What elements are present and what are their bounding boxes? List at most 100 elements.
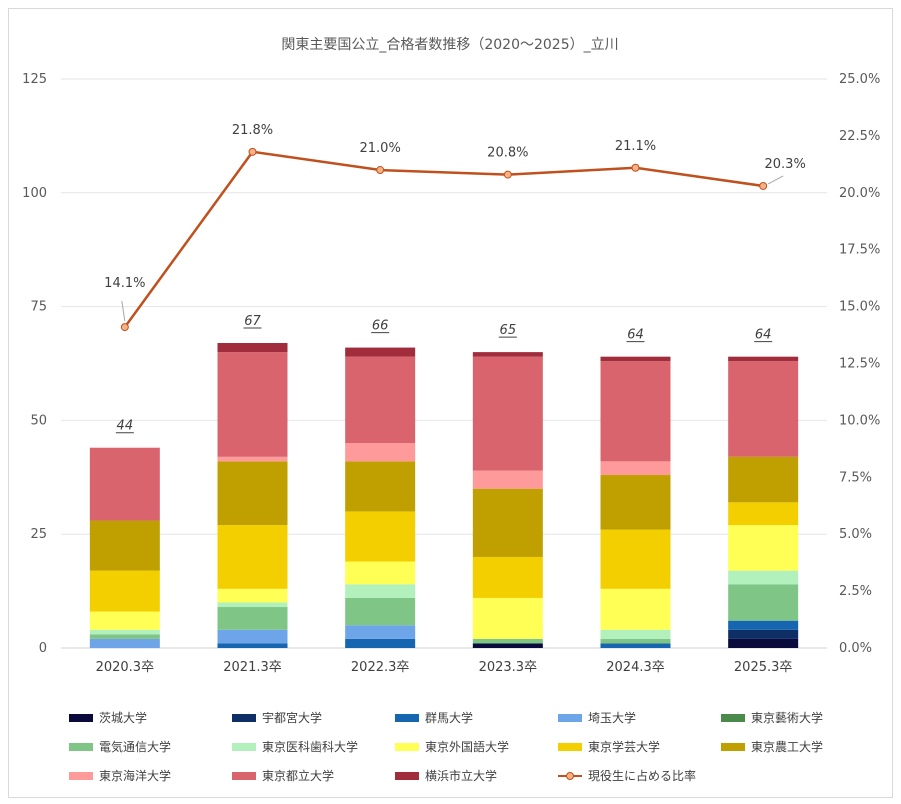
- bar-segment: [345, 347, 416, 357]
- left-tick-label: 125: [22, 72, 47, 87]
- legend-item: 東京藝術大学: [721, 709, 823, 726]
- category-label: 2021.3卒: [223, 660, 282, 675]
- bar-segment: [345, 561, 416, 585]
- bar-segment: [728, 638, 799, 648]
- legend-item: 宇都宮大学: [232, 709, 322, 726]
- chart-area: 関東主要国公立_合格者数推移（2020～2025）_立川 0 25 50 75 100 1…: [22, 37, 880, 675]
- chart-title: 関東主要国公立_合格者数推移（2020～2025）_立川: [281, 37, 618, 53]
- bar-segment: [728, 525, 799, 571]
- bar-segment: [89, 570, 160, 612]
- bar-segment: [472, 638, 543, 644]
- right-tick-label: 2.5%: [839, 584, 872, 599]
- bar-segment: [217, 456, 288, 462]
- legend-label: 東京藝術大学: [751, 711, 824, 725]
- left-tick-label: 100: [22, 186, 47, 201]
- bar-segment: [728, 629, 799, 639]
- right-tick-label: 17.5%: [839, 243, 880, 258]
- legend-item: 横浜市立大学: [395, 767, 497, 784]
- left-axis-ticks: 0 25 50 75 100 125: [22, 72, 47, 656]
- legend-label: 現役生に占める比率: [588, 769, 697, 783]
- chart-frame: 関東主要国公立_合格者数推移（2020～2025）_立川 0 25 50 75 100 1…: [8, 8, 893, 798]
- right-tick-label: 10.0%: [839, 413, 880, 428]
- right-tick-label: 25.0%: [839, 72, 880, 87]
- bar-segment: [600, 629, 671, 639]
- bar-segment: [472, 643, 543, 648]
- bar-segment: [217, 629, 288, 644]
- left-tick-label: 0: [39, 641, 47, 656]
- legend-label: 東京都立大学: [262, 769, 335, 783]
- bar-segment: [345, 597, 416, 626]
- legend-label: 東京外国語大学: [425, 740, 510, 754]
- left-tick-label: 25: [30, 527, 47, 542]
- legend-item: 東京海洋大学: [69, 767, 171, 784]
- legend-item: 埼玉大学: [558, 709, 636, 726]
- legend-swatch: [232, 742, 256, 751]
- total-label: 67: [244, 314, 261, 329]
- bar-segment: [217, 352, 288, 457]
- ratio-point: [248, 147, 257, 156]
- total-label: 66: [372, 319, 389, 334]
- legend-item: 茨城大学: [69, 709, 147, 726]
- bar-segment: [89, 634, 160, 639]
- ratio-point: [503, 170, 512, 179]
- legend-swatch: [69, 713, 93, 722]
- legend-item: 東京医科歯科大学: [232, 738, 358, 755]
- data-label-leader: [121, 301, 126, 322]
- legend-swatch: [232, 771, 256, 780]
- left-tick-label: 50: [30, 413, 47, 428]
- bar-segment: [89, 629, 160, 635]
- right-tick-label: 7.5%: [839, 470, 872, 485]
- total-label: 64: [755, 328, 772, 343]
- bar-segment: [217, 643, 288, 648]
- ratio-point: [631, 163, 640, 172]
- ratio-line-path: [123, 150, 764, 328]
- legend-item: 電気通信大学: [69, 738, 171, 755]
- legend-swatch: [232, 713, 256, 722]
- category-labels: 2020.3卒 2021.3卒 2022.3卒 2023.3卒 2024.3卒 2025.…: [96, 660, 793, 675]
- bar-segment: [600, 529, 671, 589]
- bar-segment: [345, 638, 416, 648]
- bar-segment: [217, 607, 288, 630]
- total-labels: 44 67 66 65 64 64: [115, 314, 773, 434]
- right-axis-ticks: 0.0% 2.5% 5.0% 7.5% 10.0% 12.5% 15.0% 17.5% 20.0…: [839, 72, 880, 656]
- total-label: 44: [117, 419, 134, 434]
- legend-label: 電気通信大学: [99, 740, 172, 754]
- legend-swatch: [395, 771, 419, 780]
- bar-segment: [345, 443, 416, 462]
- legend-swatch: [721, 742, 745, 751]
- total-label: 65: [500, 323, 517, 338]
- ratio-line: 14.1% 21.8% 21.0% 20.8% 21.1% 20.3%: [104, 123, 806, 332]
- bar-segment: [472, 597, 543, 639]
- bar-segment: [217, 461, 288, 526]
- total-label: 64: [627, 328, 644, 343]
- bar-segment: [600, 356, 671, 362]
- ratio-label: 20.3%: [765, 157, 806, 172]
- ratio-label: 14.1%: [104, 276, 145, 291]
- legend-label: 茨城大学: [99, 711, 148, 725]
- legend-label: 東京学芸大学: [588, 740, 661, 754]
- right-tick-label: 0.0%: [839, 641, 872, 656]
- bar-segment: [345, 461, 416, 512]
- legend-line-swatch: [558, 771, 582, 780]
- legend-item: 東京学芸大学: [558, 738, 660, 755]
- legend-item: 現役生に占める比率: [558, 767, 696, 784]
- data-label-leader: [767, 175, 784, 185]
- ratio-point: [376, 166, 385, 175]
- bar-segment: [472, 556, 543, 598]
- legend-item: 東京農工大学: [721, 738, 823, 755]
- legend-label: 群馬大学: [425, 711, 474, 725]
- gridlines: [61, 78, 827, 649]
- legend-swatch: [558, 742, 582, 751]
- bar-segment: [600, 461, 671, 476]
- bar-segment: [600, 643, 671, 648]
- bar-segment: [89, 520, 160, 571]
- legend-swatch: [69, 742, 93, 751]
- bar-segment: [89, 447, 160, 521]
- bar-segment: [472, 488, 543, 557]
- category-label: 2020.3卒: [96, 660, 155, 675]
- legend-swatch: [721, 713, 745, 722]
- bar-segment: [600, 361, 671, 462]
- bar-segment: [728, 620, 799, 630]
- ratio-label: 21.0%: [360, 141, 401, 156]
- bar-segment: [728, 356, 799, 362]
